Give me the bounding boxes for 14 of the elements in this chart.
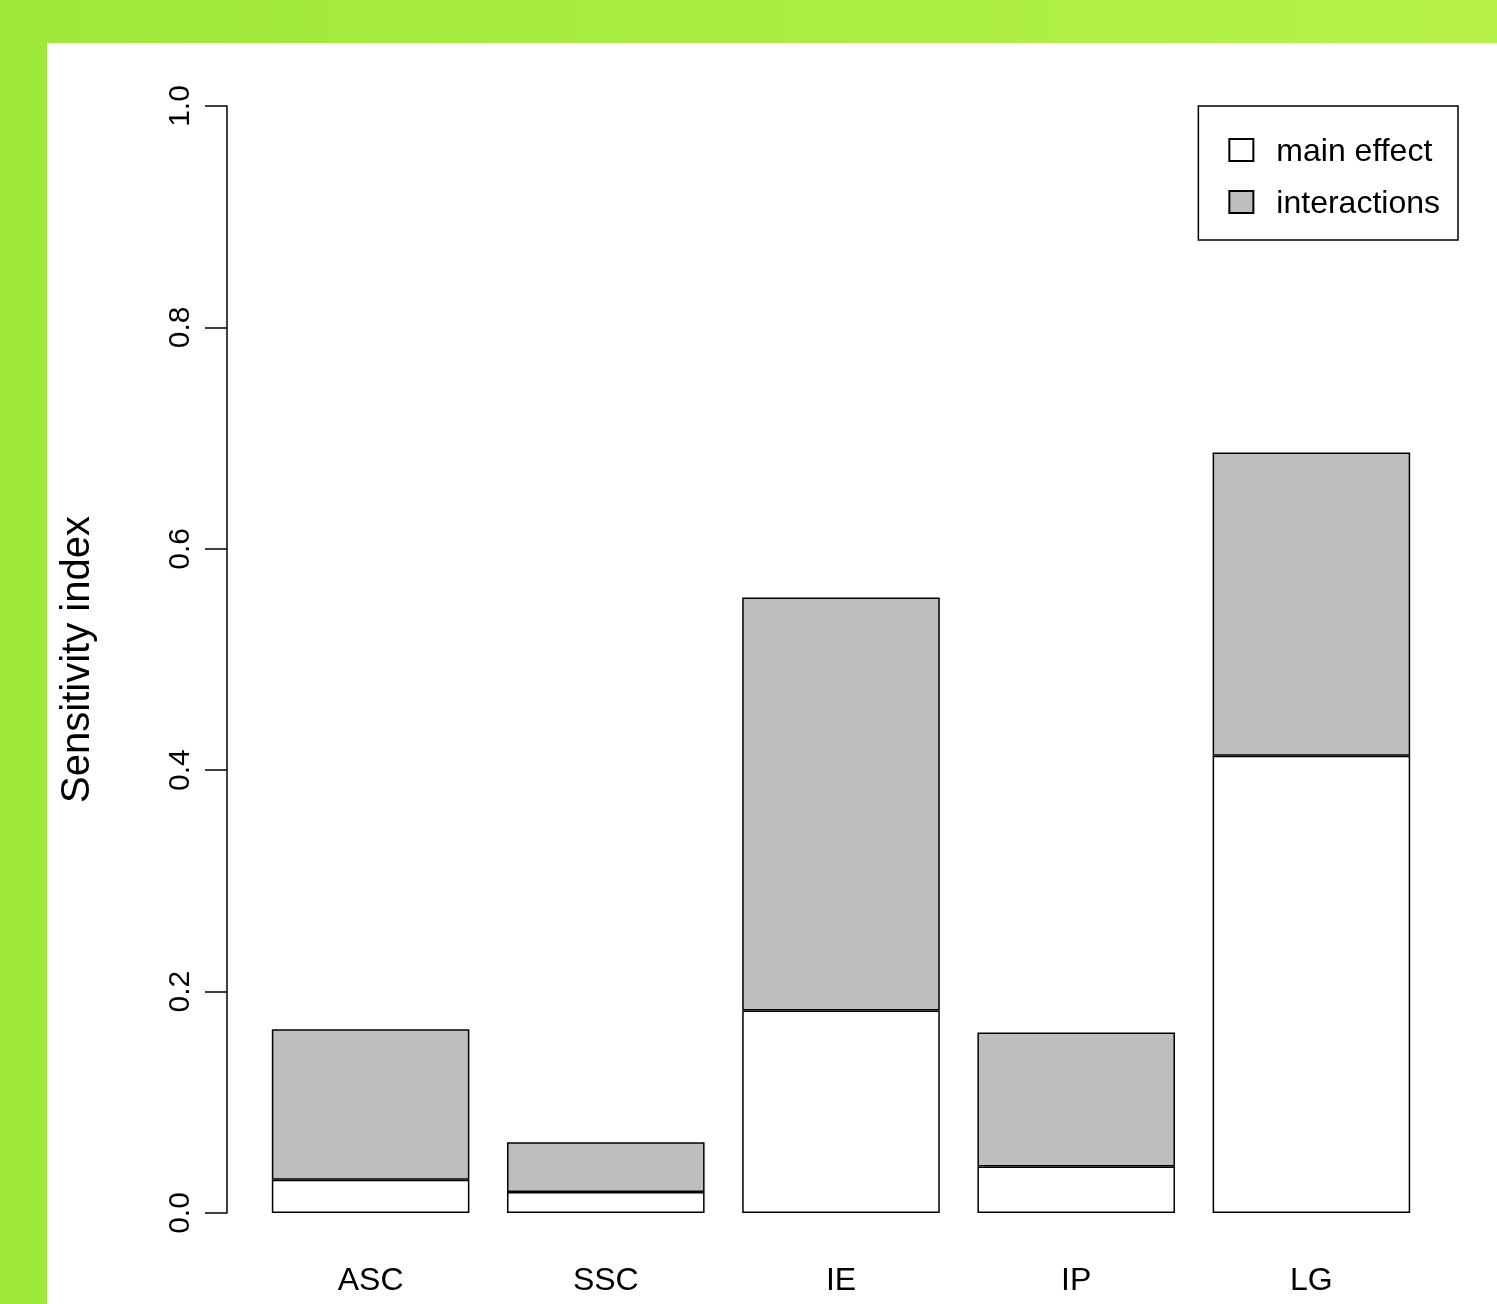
legend-label: interactions — [1276, 184, 1440, 220]
y-tick-label: 0.8 — [161, 306, 195, 349]
y-axis-title: Sensitivity index — [53, 516, 97, 803]
x-tick-label: SSC — [572, 1261, 639, 1297]
y-tick-label: 0.4 — [161, 749, 195, 792]
y-tick-label: 0.6 — [161, 527, 195, 570]
y-tick-label: 0.2 — [161, 970, 195, 1013]
x-tick-label: IP — [1061, 1261, 1092, 1297]
x-tick-label: ASC — [337, 1261, 404, 1297]
x-tick-label: LG — [1290, 1261, 1333, 1297]
y-tick-label: 1.0 — [161, 85, 195, 127]
x-tick-label: IE — [825, 1261, 857, 1297]
legend-label: main effect — [1276, 132, 1433, 168]
y-tick-label: 0.0 — [161, 1192, 195, 1234]
